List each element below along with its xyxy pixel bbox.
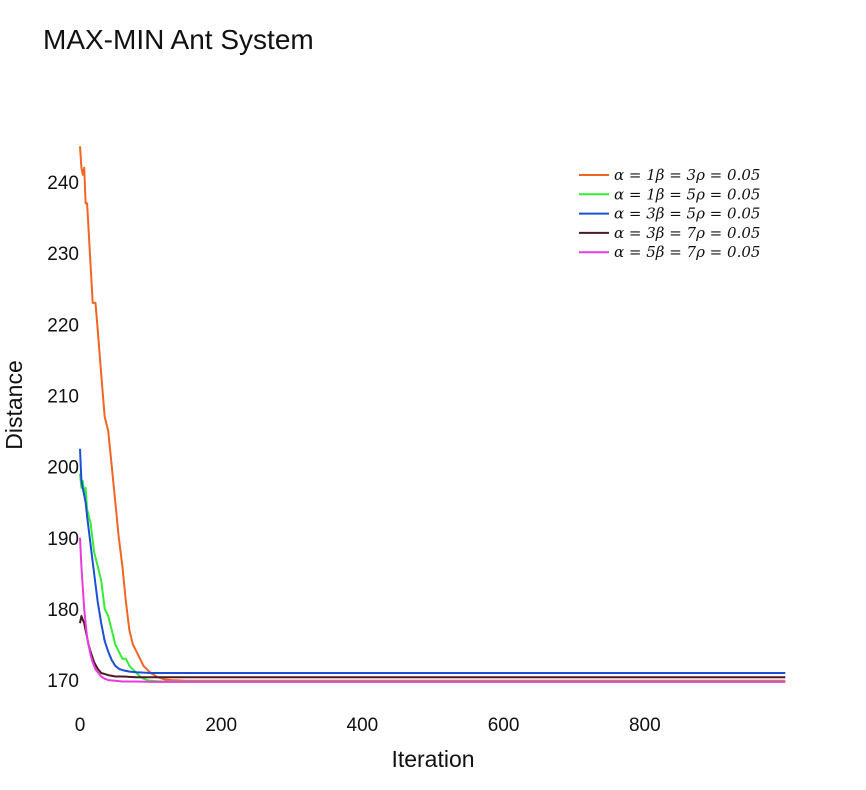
series-line-2 [79, 473, 786, 683]
x-tick-label: 0 [75, 715, 86, 736]
x-tick-label: 400 [347, 715, 379, 736]
legend-label-2: α = 1β = 5ρ = 0.05 [614, 185, 760, 203]
legend-label-4: α = 3β = 7ρ = 0.05 [614, 224, 760, 242]
y-axis-title: Distance [1, 360, 27, 449]
legend-label-5: α = 5β = 7ρ = 0.05 [614, 243, 760, 261]
x-axis-title: Iteration [391, 746, 474, 772]
y-tick-label: 240 [47, 173, 79, 194]
y-tick-label: 180 [47, 600, 79, 621]
x-tick-label: 200 [205, 715, 237, 736]
y-tick-label: 220 [47, 315, 79, 336]
legend-label-3: α = 3β = 5ρ = 0.05 [614, 205, 760, 223]
chart-title: MAX-MIN Ant System [43, 24, 314, 55]
series-line-5 [79, 537, 786, 683]
y-tick-label: 170 [47, 671, 79, 692]
y-tick-label: 230 [47, 244, 79, 265]
series-line-3 [79, 448, 786, 674]
series-line-4 [79, 615, 786, 679]
legend-label-1: α = 1β = 3ρ = 0.05 [614, 166, 760, 184]
x-tick-label: 800 [629, 715, 661, 736]
series-lines [79, 146, 786, 683]
y-tick-label: 210 [47, 386, 79, 407]
y-tick-label: 190 [47, 529, 79, 550]
y-tick-label: 200 [47, 458, 79, 479]
y-axis-ticks: 170 180 190 200 210 220 230 240 [47, 173, 79, 692]
x-tick-label: 600 [488, 715, 520, 736]
legend: α = 1β = 3ρ = 0.05α = 1β = 5ρ = 0.05 α = … [579, 166, 760, 261]
x-axis-ticks: 0 200 400 600 800 [75, 715, 661, 736]
